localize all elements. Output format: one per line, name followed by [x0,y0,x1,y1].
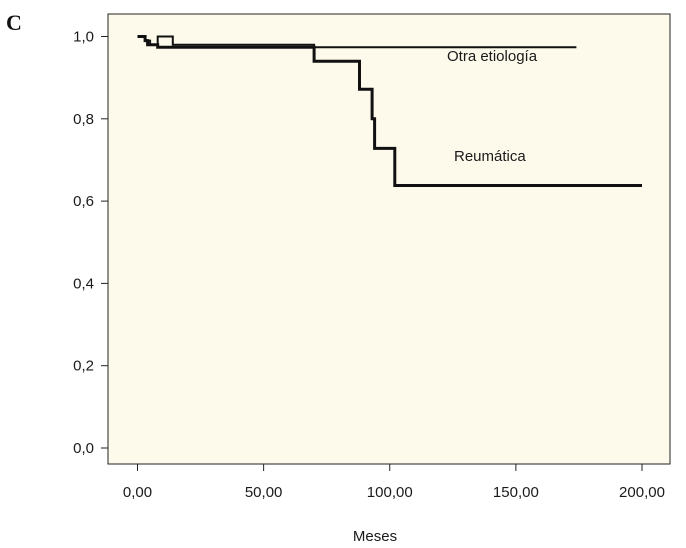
y-tick-label: 0,2 [73,358,94,375]
x-tick-label: 0,00 [123,484,152,501]
y-tick-label: 1,0 [73,29,94,46]
series-line-reumatica [137,35,642,187]
x-tick-label: 200,00 [619,484,665,501]
plot-area [107,13,671,465]
x-axis: 0,00 50,00 100,00 150,00 200,00 [123,464,665,501]
x-tick-label: 50,00 [245,484,283,501]
y-tick-label: 0,4 [73,275,94,292]
x-axis-title: Meses [353,528,397,545]
series-group [137,35,642,187]
series-label-otra-etiologia: Otra etiología [447,48,538,65]
x-tick-label: 150,00 [493,484,539,501]
panel-letter: C [6,10,22,35]
x-tick-label: 100,00 [367,484,413,501]
y-tick-label: 0,6 [73,193,94,210]
y-tick-label: 0,0 [73,440,94,457]
y-axis: 0,0 0,2 0,4 0,6 0,8 1,0 [73,29,108,457]
series-label-reumatica: Reumática [454,148,526,165]
y-tick-label: 0,8 [73,111,94,128]
